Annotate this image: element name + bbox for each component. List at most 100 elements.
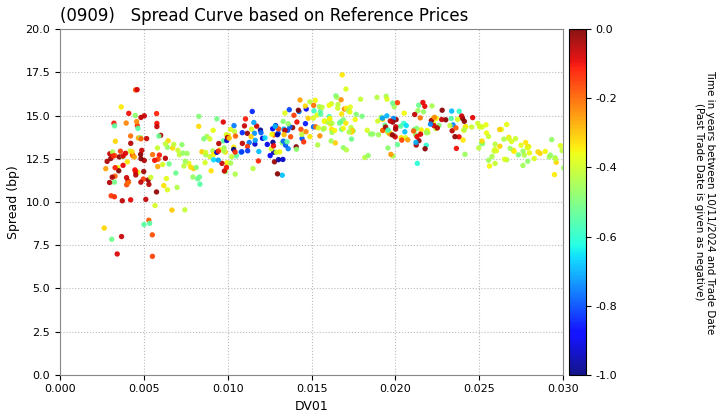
Point: [365, 131, 377, 137]
Point: [433, 122, 445, 129]
Point: [314, 103, 325, 110]
Point: [109, 152, 121, 159]
Point: [329, 127, 341, 134]
Point: [310, 123, 322, 130]
Point: [490, 141, 501, 147]
Point: [298, 139, 310, 145]
Point: [356, 113, 368, 120]
Point: [279, 131, 290, 138]
Point: [273, 126, 284, 132]
Point: [284, 123, 296, 130]
Point: [271, 124, 282, 131]
Point: [334, 120, 346, 126]
Point: [113, 168, 125, 174]
Point: [400, 122, 412, 129]
Point: [188, 165, 199, 172]
Point: [488, 148, 500, 155]
Point: [162, 186, 174, 193]
Point: [269, 123, 281, 130]
Point: [138, 168, 150, 175]
Point: [239, 123, 251, 129]
Point: [338, 116, 349, 123]
Point: [466, 123, 477, 130]
Point: [429, 114, 441, 121]
Point: [104, 179, 115, 186]
Point: [196, 148, 207, 155]
Point: [431, 115, 442, 122]
Point: [131, 86, 143, 93]
Point: [276, 172, 288, 178]
Point: [355, 96, 366, 102]
Point: [513, 152, 524, 158]
Point: [225, 160, 236, 166]
Point: [380, 93, 392, 100]
Point: [510, 135, 521, 142]
Point: [248, 130, 260, 136]
Point: [489, 146, 500, 153]
Point: [517, 148, 528, 155]
Point: [377, 116, 388, 123]
Point: [160, 155, 171, 162]
Point: [130, 87, 141, 93]
Point: [501, 121, 513, 128]
Point: [351, 111, 362, 118]
Point: [335, 118, 346, 125]
Point: [107, 149, 118, 155]
Point: [382, 129, 393, 136]
Point: [412, 160, 423, 167]
Point: [326, 126, 338, 133]
Point: [179, 158, 191, 165]
Point: [376, 114, 387, 121]
Point: [384, 130, 396, 136]
Point: [174, 152, 185, 158]
Point: [126, 148, 138, 155]
Point: [446, 108, 457, 114]
Point: [279, 110, 291, 116]
Point: [155, 132, 166, 139]
Point: [428, 122, 440, 129]
Point: [157, 161, 168, 168]
Point: [522, 144, 534, 150]
Point: [121, 174, 132, 181]
Point: [279, 127, 291, 134]
Point: [288, 112, 300, 118]
Point: [373, 131, 384, 138]
Point: [108, 120, 120, 126]
Point: [495, 126, 507, 133]
Point: [412, 108, 423, 114]
Point: [459, 126, 470, 133]
Point: [508, 148, 520, 155]
Point: [326, 129, 338, 136]
Point: [117, 152, 129, 159]
Point: [105, 192, 117, 199]
Point: [120, 150, 131, 157]
Point: [228, 122, 240, 129]
Point: [193, 123, 204, 130]
Point: [387, 131, 398, 138]
Point: [192, 176, 204, 182]
Point: [199, 159, 211, 166]
Point: [409, 111, 420, 118]
Point: [272, 130, 284, 136]
Point: [193, 113, 204, 120]
Point: [114, 148, 126, 155]
Point: [564, 181, 576, 187]
Point: [125, 140, 137, 147]
Point: [151, 123, 163, 130]
Point: [140, 196, 152, 203]
Point: [266, 131, 278, 138]
Point: [282, 138, 293, 145]
Point: [280, 142, 292, 149]
Point: [324, 115, 336, 122]
Point: [221, 160, 233, 166]
Point: [549, 171, 560, 178]
Point: [217, 119, 229, 126]
Point: [160, 141, 171, 147]
Point: [486, 153, 498, 160]
Point: [460, 123, 472, 130]
Point: [307, 115, 319, 121]
Point: [269, 158, 280, 165]
Point: [520, 139, 531, 146]
Point: [410, 139, 422, 146]
Point: [177, 150, 189, 156]
